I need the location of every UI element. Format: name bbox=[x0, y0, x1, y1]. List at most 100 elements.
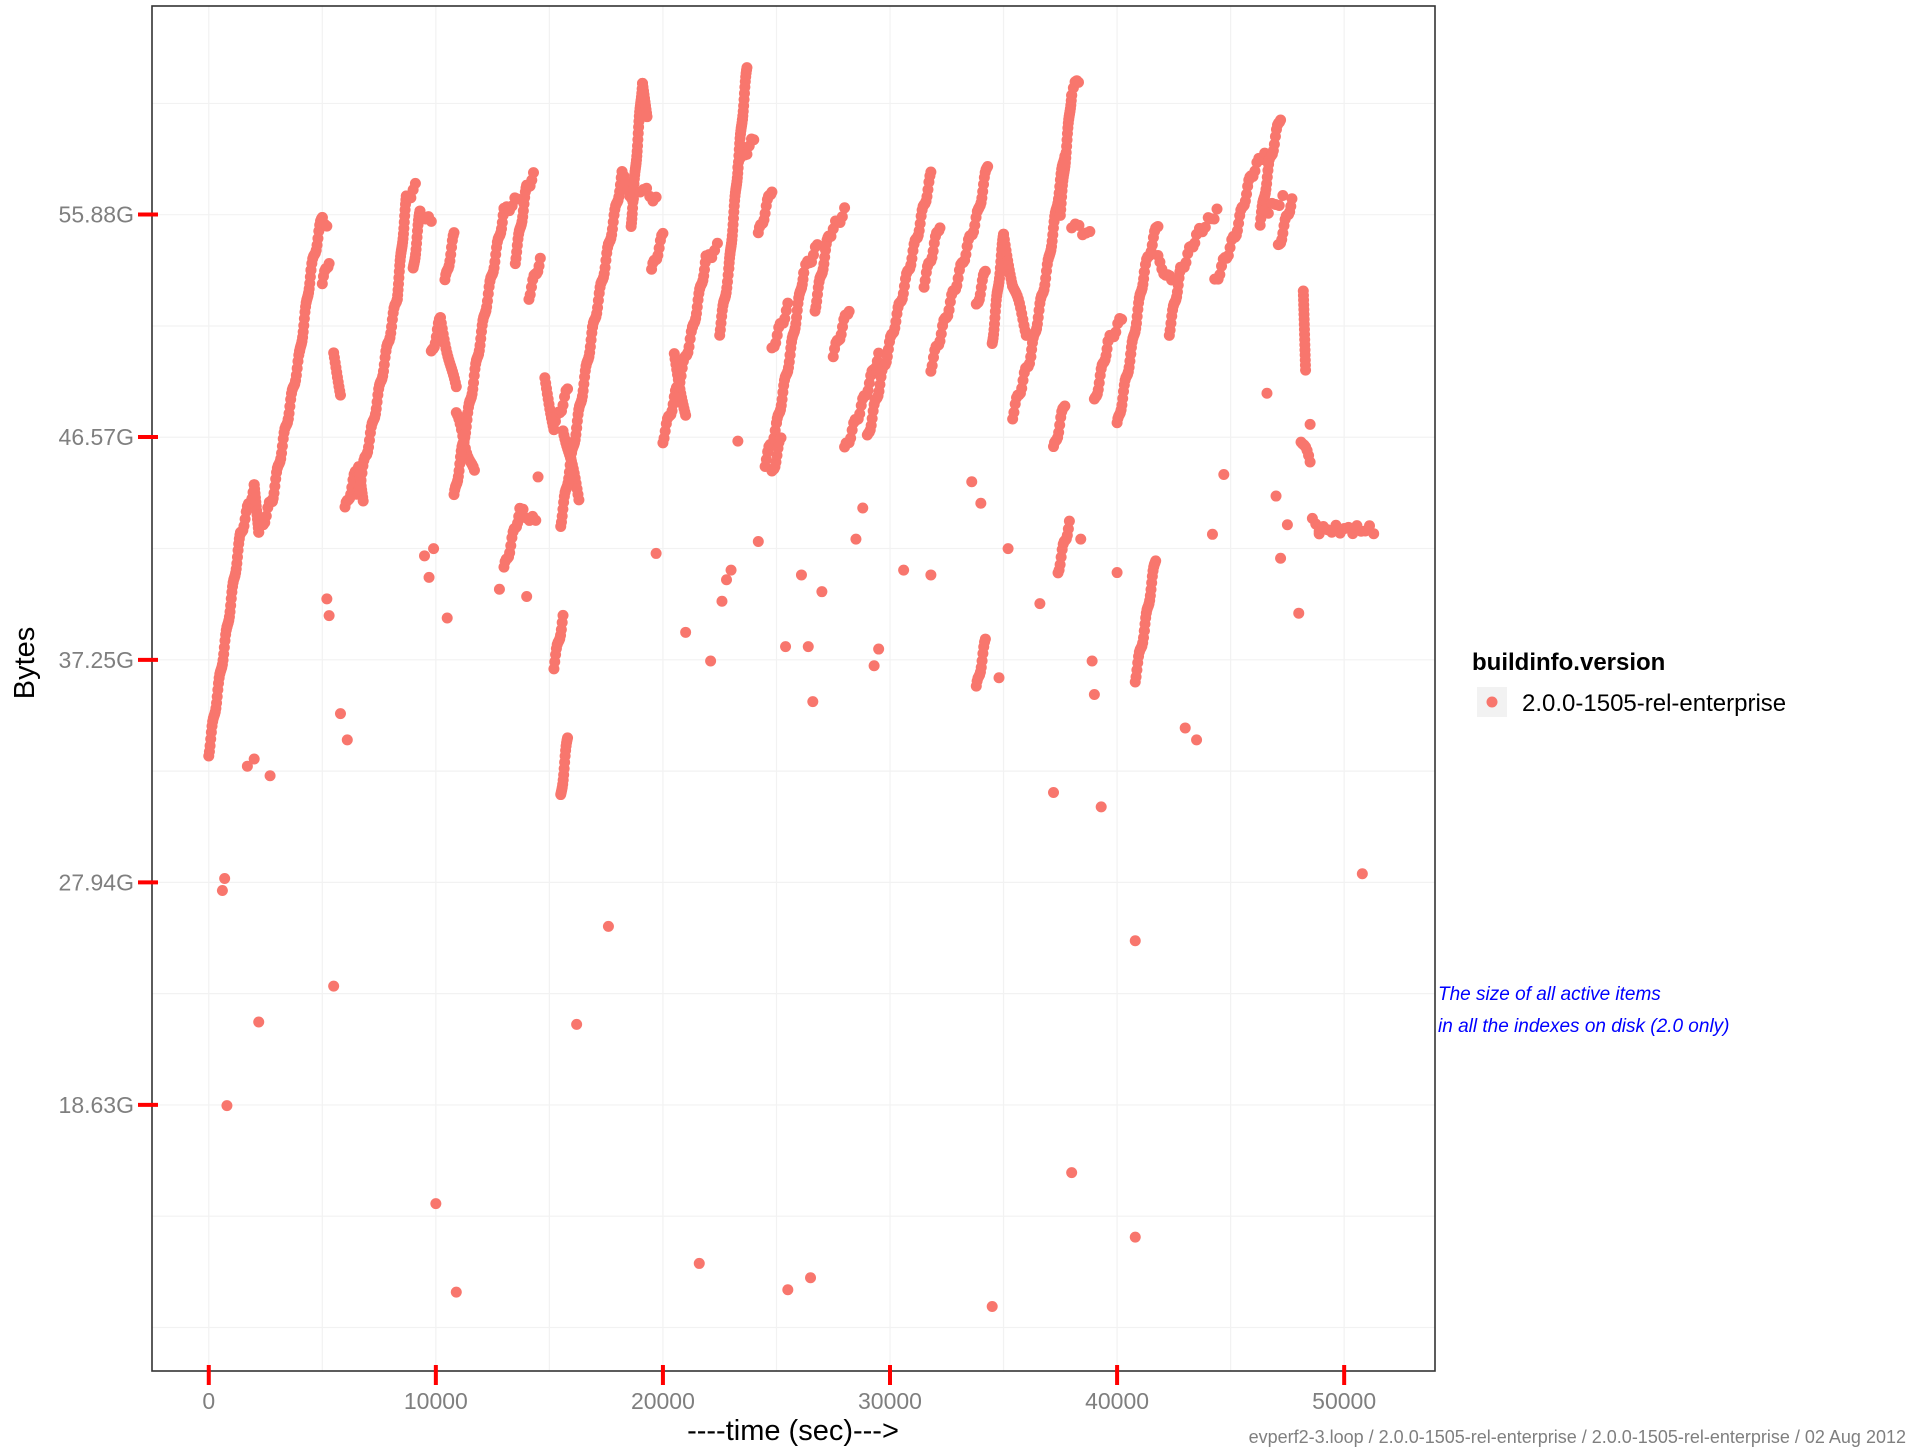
data-point bbox=[562, 732, 574, 744]
data-point bbox=[264, 770, 276, 782]
data-point bbox=[943, 304, 955, 316]
data-point bbox=[573, 494, 585, 506]
x-axis: 0 10000 20000 30000 40000 50000 bbox=[202, 1365, 1376, 1414]
data-point bbox=[1002, 543, 1014, 555]
data-point bbox=[836, 211, 848, 223]
data-point bbox=[493, 583, 505, 595]
data-point bbox=[1293, 607, 1305, 619]
data-point bbox=[357, 495, 369, 507]
legend-key-dot bbox=[1486, 696, 1498, 708]
x-axis-title: ----time (sec)---> bbox=[687, 1415, 899, 1447]
data-point bbox=[816, 586, 828, 598]
data-point bbox=[548, 424, 560, 436]
data-point bbox=[418, 550, 430, 562]
data-point bbox=[468, 464, 480, 476]
data-point bbox=[1129, 1231, 1141, 1243]
data-point bbox=[680, 626, 692, 638]
y-tick-label: 18.63G bbox=[59, 1092, 134, 1118]
data-point bbox=[602, 920, 614, 932]
data-point bbox=[1211, 203, 1223, 215]
data-point bbox=[993, 672, 1005, 684]
data-point bbox=[898, 564, 910, 576]
data-point bbox=[221, 1100, 233, 1112]
x-tick-label: 0 bbox=[202, 1388, 215, 1414]
data-point bbox=[334, 708, 346, 720]
data-point bbox=[323, 610, 335, 622]
data-point bbox=[1048, 786, 1060, 798]
data-point bbox=[721, 574, 733, 586]
data-point bbox=[1084, 226, 1096, 238]
data-point bbox=[1110, 326, 1122, 338]
data-point bbox=[925, 569, 937, 581]
data-point bbox=[805, 1272, 817, 1284]
data-point bbox=[982, 160, 994, 172]
data-point bbox=[873, 347, 885, 359]
data-point bbox=[1275, 552, 1287, 564]
data-point bbox=[527, 167, 539, 179]
data-point bbox=[216, 885, 228, 897]
data-point bbox=[1008, 406, 1020, 418]
data-point bbox=[1152, 221, 1164, 233]
data-point bbox=[1179, 722, 1191, 734]
data-point bbox=[925, 166, 937, 178]
data-point bbox=[1356, 868, 1368, 880]
data-point bbox=[248, 753, 260, 765]
plot-panel-border bbox=[151, 5, 1436, 1372]
data-points bbox=[203, 62, 1380, 1312]
data-point bbox=[725, 564, 737, 576]
data-point bbox=[409, 177, 421, 189]
data-point bbox=[521, 590, 533, 602]
data-point bbox=[219, 873, 231, 885]
x-tick-label: 30000 bbox=[858, 1388, 922, 1414]
data-point bbox=[428, 543, 440, 555]
data-point bbox=[986, 1300, 998, 1312]
data-point bbox=[1189, 237, 1201, 249]
data-point bbox=[1086, 655, 1098, 667]
data-point bbox=[1262, 207, 1274, 219]
x-tick-label: 20000 bbox=[631, 1388, 695, 1414]
data-point bbox=[341, 734, 353, 746]
data-point bbox=[641, 111, 653, 123]
data-point bbox=[657, 227, 669, 239]
data-point bbox=[802, 641, 814, 653]
data-point bbox=[782, 297, 794, 309]
data-point bbox=[450, 1286, 462, 1298]
data-point bbox=[979, 633, 991, 645]
data-point bbox=[562, 383, 574, 395]
data-point bbox=[1180, 256, 1192, 268]
data-point bbox=[782, 1284, 794, 1296]
data-point bbox=[775, 432, 787, 444]
data-point bbox=[1218, 469, 1230, 481]
data-point bbox=[1116, 313, 1128, 325]
annotation-line-1: The size of all active items bbox=[1438, 984, 1661, 1005]
data-point bbox=[323, 257, 335, 269]
data-point bbox=[854, 408, 866, 420]
data-point bbox=[705, 655, 717, 667]
x-tick-label: 40000 bbox=[1085, 1388, 1149, 1414]
data-point bbox=[530, 514, 542, 526]
data-point bbox=[1261, 387, 1273, 399]
data-point bbox=[732, 435, 744, 447]
data-point bbox=[650, 547, 662, 559]
data-point bbox=[557, 609, 569, 621]
data-point bbox=[423, 571, 435, 583]
data-point bbox=[1304, 456, 1316, 468]
data-point bbox=[766, 186, 778, 198]
data-point bbox=[850, 533, 862, 545]
data-point bbox=[798, 267, 810, 279]
data-point bbox=[926, 360, 938, 372]
legend-label: 2.0.0-1505-rel-enterprise bbox=[1522, 690, 1786, 717]
data-point bbox=[650, 191, 662, 203]
data-point bbox=[1111, 567, 1123, 579]
data-point bbox=[1073, 219, 1085, 231]
data-point bbox=[571, 1018, 583, 1030]
data-point bbox=[1214, 269, 1226, 281]
x-tick-label: 10000 bbox=[404, 1388, 468, 1414]
data-point bbox=[1275, 114, 1287, 126]
data-point bbox=[241, 760, 253, 772]
data-point bbox=[1300, 364, 1312, 376]
x-tick-label: 50000 bbox=[1312, 1388, 1376, 1414]
data-point bbox=[1095, 801, 1107, 813]
data-point bbox=[979, 265, 991, 277]
